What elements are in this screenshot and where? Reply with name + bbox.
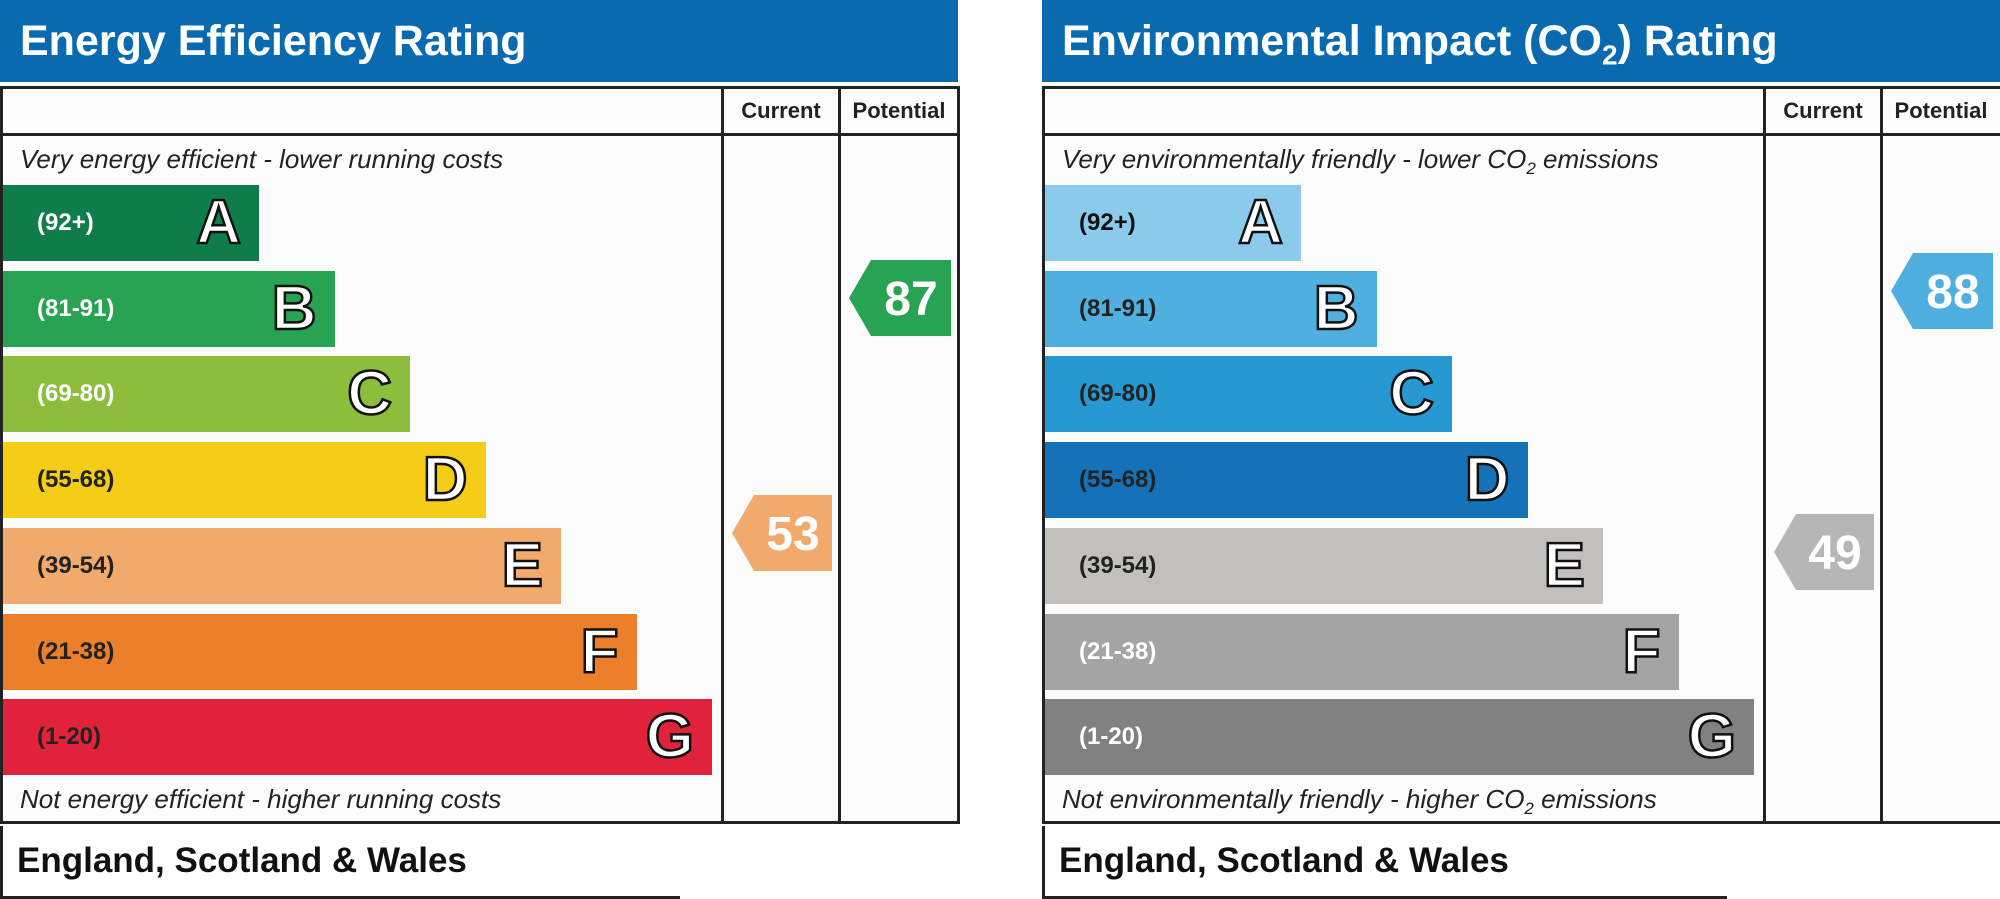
environmental-impact-panel: Environmental Impact (CO2) Rating Curren… <box>1042 0 2000 899</box>
band-range-label: (69-80) <box>1079 380 1157 408</box>
rating-value: 53 <box>766 508 819 561</box>
top-caption: Very energy efficient - lower running co… <box>20 144 504 174</box>
bottom-caption: Not environmentally friendly - higher CO… <box>1062 784 1657 819</box>
current-rating-arrow: 53 <box>732 494 832 571</box>
panel-title: Environmental Impact (CO2) Rating <box>1042 0 2000 82</box>
rating-band-b: (81-91) B <box>1045 270 1377 347</box>
band-letter: B <box>1312 272 1359 344</box>
potential-rating-arrow: 87 <box>849 260 951 337</box>
band-range-label: (1-20) <box>37 723 102 751</box>
band-letter: G <box>1687 701 1738 773</box>
band-letter: C <box>346 358 393 430</box>
rating-arrow-fill <box>1774 513 1874 590</box>
region-footer: England, Scotland & Wales <box>1042 826 1727 899</box>
rating-band-f: (21-38) F <box>1045 613 1679 690</box>
column-header-current: Current <box>741 98 821 123</box>
bottom-caption: Not energy efficient - higher running co… <box>20 784 502 814</box>
rating-arrow-fill <box>732 494 832 571</box>
potential-rating-arrow: 88 <box>1891 253 1993 330</box>
band-letter: F <box>1621 615 1661 687</box>
rating-band-f: (21-38) F <box>3 613 637 690</box>
rating-band-b: (81-91) B <box>3 270 335 347</box>
column-header-potential: Potential <box>852 98 946 123</box>
band-letter: G <box>645 701 696 773</box>
rating-arrow-shape: 88 <box>1891 253 1993 330</box>
rating-value: 87 <box>884 273 937 326</box>
rating-band-g: (1-20) G <box>1045 699 1754 776</box>
band-range-label: (81-91) <box>1079 294 1157 322</box>
energy-efficiency-panel: Energy Efficiency Rating Current Potenti… <box>0 0 960 899</box>
rating-band-d: (55-68) D <box>1045 442 1528 519</box>
rating-arrow-fill <box>1891 253 1993 330</box>
rating-band-d: (55-68) D <box>3 442 486 519</box>
region-footer: England, Scotland & Wales <box>0 826 680 899</box>
band-letter: E <box>500 530 544 602</box>
rating-band-e: (39-54) E <box>1045 527 1603 604</box>
rating-band-g: (1-20) G <box>3 699 712 776</box>
rating-band-a: (92+) A <box>3 185 259 261</box>
band-range-label: (21-38) <box>1079 637 1157 665</box>
rating-value: 49 <box>1808 527 1861 580</box>
column-header-potential: Potential <box>1894 98 1988 123</box>
band-letter: D <box>421 444 468 516</box>
band-letter: F <box>579 615 619 687</box>
rating-arrow-shape: 87 <box>849 260 951 337</box>
band-letter: D <box>1463 444 1510 516</box>
top-caption: Very environmentally friendly - lower CO… <box>1062 144 1659 179</box>
rating-band-c: (69-80) C <box>1045 356 1452 433</box>
band-range-label: (55-68) <box>37 466 115 494</box>
rating-value: 88 <box>1926 266 1979 319</box>
band-letter: A <box>1237 187 1284 259</box>
band-range-label: (1-20) <box>1079 723 1144 751</box>
band-range-label: (92+) <box>37 209 94 236</box>
rating-arrow-shape: 53 <box>732 494 832 571</box>
band-range-label: (81-91) <box>37 294 115 322</box>
band-range-label: (21-38) <box>37 637 115 665</box>
rating-arrow-fill <box>849 260 951 337</box>
band-letter: B <box>270 272 317 344</box>
rating-arrow-shape: 49 <box>1774 513 1874 590</box>
panel-title: Energy Efficiency Rating <box>0 0 958 82</box>
rating-band-a: (92+) A <box>1045 185 1301 261</box>
band-range-label: (55-68) <box>1079 466 1157 494</box>
rating-band-e: (39-54) E <box>3 527 561 604</box>
rating-band-c: (69-80) C <box>3 356 410 433</box>
band-range-label: (39-54) <box>1079 551 1157 579</box>
band-letter: E <box>1542 530 1586 602</box>
band-range-label: (92+) <box>1079 209 1136 236</box>
column-header-current: Current <box>1783 98 1863 123</box>
band-range-label: (39-54) <box>37 551 115 579</box>
band-letter: C <box>1388 358 1435 430</box>
current-rating-arrow: 49 <box>1774 513 1874 590</box>
band-range-label: (69-80) <box>37 380 115 408</box>
band-letter: A <box>195 187 242 259</box>
